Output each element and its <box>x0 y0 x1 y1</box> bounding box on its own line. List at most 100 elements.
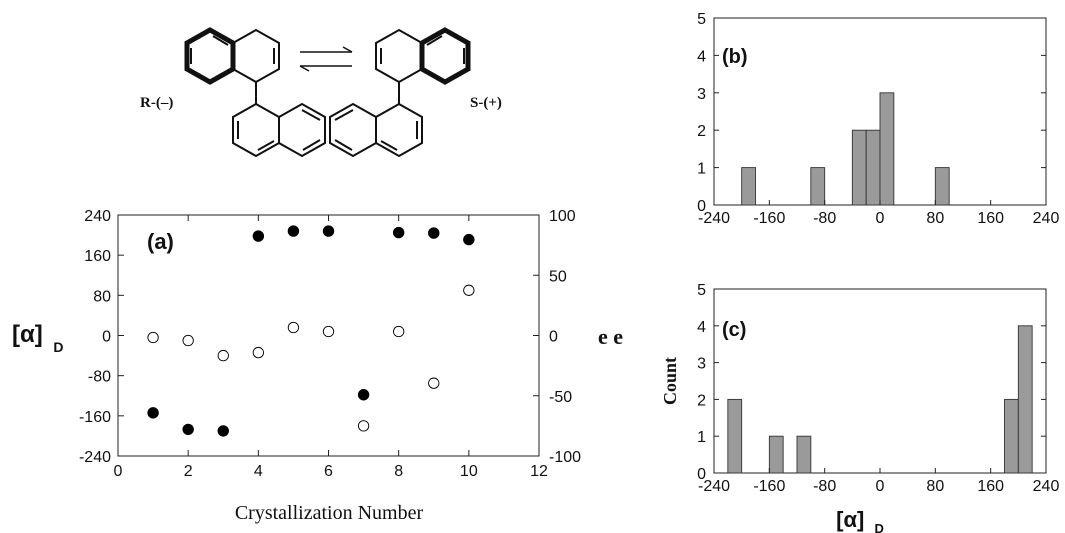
histogram-bar <box>934 167 950 206</box>
y-tick-label: 1 <box>697 429 706 446</box>
panel-label-c: (c) <box>722 319 746 341</box>
point-open <box>428 377 440 389</box>
y2-tick-label-a: 100 <box>549 208 576 225</box>
x-tick-label: 0 <box>876 210 885 227</box>
histogram-panel-b: -240 -160 -80 0 80 160 240 0 1 2 3 4 5 (b) <box>697 11 1059 227</box>
y2-tick-label-a: -50 <box>549 389 572 406</box>
left-naphthyl-ring-b <box>278 102 326 158</box>
y-tick-label: 4 <box>697 319 706 336</box>
point-filled <box>217 425 229 437</box>
x-tick-label: -160 <box>753 210 785 227</box>
point-filled <box>357 389 370 401</box>
y-tick-label-a: -240 <box>79 449 111 466</box>
x-tick-label: 240 <box>1033 478 1060 495</box>
point-open <box>357 420 370 432</box>
x-tick-label: -80 <box>813 478 836 495</box>
x-tick-label: -240 <box>698 478 730 495</box>
left-dihydro-ring <box>232 28 280 84</box>
panel-label-b: (b) <box>722 46 748 68</box>
x-tick-label-a: 8 <box>394 463 403 480</box>
point-filled <box>252 230 265 242</box>
point-filled <box>463 233 475 246</box>
y-tick-label: 0 <box>697 198 706 215</box>
y-tick-label: 3 <box>697 356 706 373</box>
point-open <box>217 349 229 362</box>
histogram-bar <box>851 129 867 206</box>
y-tick-label: 4 <box>697 48 706 65</box>
y-tick-label-a: -80 <box>88 369 111 386</box>
point-filled <box>147 407 159 419</box>
bars-b <box>741 92 950 206</box>
y-tick-label-a: 0 <box>102 329 111 346</box>
x-axis-label-a: Crystallization Number <box>235 502 424 524</box>
histogram-bar <box>810 167 826 206</box>
right-naphthyl-ring-b <box>329 102 377 158</box>
y-axis-label-a: [α] D <box>12 321 64 355</box>
x-tick-label-a: 2 <box>184 463 193 480</box>
y-axis-label-a-main: [α] <box>12 321 43 348</box>
x-tick-label: 160 <box>977 210 1004 227</box>
y-tick-label-a: 160 <box>84 248 111 265</box>
y-tick-label-a: 80 <box>93 288 111 305</box>
point-open <box>182 334 194 347</box>
y-tick-label: 5 <box>697 282 706 299</box>
point-filled <box>428 227 440 239</box>
x-tick-label-a: 12 <box>530 463 548 480</box>
left-benzene-ring <box>184 27 236 85</box>
right-dihydro-ring <box>375 28 423 84</box>
y-tick-label: 2 <box>697 123 706 140</box>
y-tick-label: 5 <box>697 11 706 28</box>
bars-c <box>727 325 1033 474</box>
scheme-label-s: S-(+) <box>470 95 502 111</box>
point-open <box>147 331 159 344</box>
histogram-bar <box>727 398 743 474</box>
y-tick-label: 1 <box>697 161 706 178</box>
x-tick-label: 160 <box>977 478 1004 495</box>
ticks-a: 0 2 4 6 8 10 12 -240 -160 -80 0 80 160 240 -100 -50 0 50 1… <box>79 208 581 480</box>
point-filled <box>287 225 300 237</box>
y-tick-label: 3 <box>697 86 706 103</box>
histogram-bar <box>879 92 895 206</box>
y-tick-label-a: -160 <box>79 409 111 426</box>
point-open <box>463 284 475 296</box>
y-axis-label-a-sub: D <box>53 339 63 355</box>
panel-label-a: (a) <box>147 229 174 254</box>
x-tick-label: -240 <box>698 210 730 227</box>
histogram-bar <box>768 435 784 474</box>
point-open <box>287 321 300 334</box>
x-tick-label-a: 6 <box>324 463 333 480</box>
point-open <box>252 346 264 359</box>
point-filled <box>182 423 194 436</box>
x-tick-label: 0 <box>876 478 885 495</box>
point-filled <box>322 225 335 237</box>
scatter-panel-a: 0 2 4 6 8 10 12 -240 -160 -80 0 80 160 240 -100 -50 0 50 1… <box>12 208 623 524</box>
x-tick-label: 80 <box>926 478 944 495</box>
histogram-bar <box>1004 398 1019 474</box>
x-tick-label: 80 <box>926 210 944 227</box>
histogram-panel-c: -240 -160 -80 0 80 160 240 0 1 2 3 4 5 (c) Count [α]… <box>660 282 1059 533</box>
y-axis-label-c: Count <box>660 357 680 405</box>
histogram-bar <box>1017 325 1033 474</box>
x-tick-label-a: 10 <box>460 463 478 480</box>
y2-tick-label-a: -100 <box>549 449 581 466</box>
histogram-bar <box>865 129 881 206</box>
x-axis-label-c-main: [α] <box>836 507 864 532</box>
x-tick-label: -80 <box>813 210 836 227</box>
x-tick-label: 240 <box>1033 210 1060 227</box>
left-naphthyl-ring-a <box>232 102 280 158</box>
x-tick-label-a: 4 <box>254 463 263 480</box>
y2-tick-label-a: 50 <box>549 268 567 285</box>
histogram-bar <box>741 167 756 206</box>
right-naphthyl-ring-a <box>375 102 423 158</box>
x-tick-label-a: 0 <box>114 463 123 480</box>
ticks-c: -240 -160 -80 0 80 160 240 0 1 2 3 4 5 <box>697 282 1059 495</box>
ticks-b: -240 -160 -80 0 80 160 240 0 1 2 3 4 5 <box>697 11 1059 227</box>
plot-frame-c <box>713 288 1047 474</box>
y2-axis-label-a: e e <box>598 324 623 349</box>
point-open <box>393 325 405 338</box>
y-tick-label-a: 240 <box>84 208 111 225</box>
points-a <box>147 225 475 437</box>
x-tick-label: -160 <box>753 478 785 495</box>
histogram-bar <box>796 435 812 474</box>
